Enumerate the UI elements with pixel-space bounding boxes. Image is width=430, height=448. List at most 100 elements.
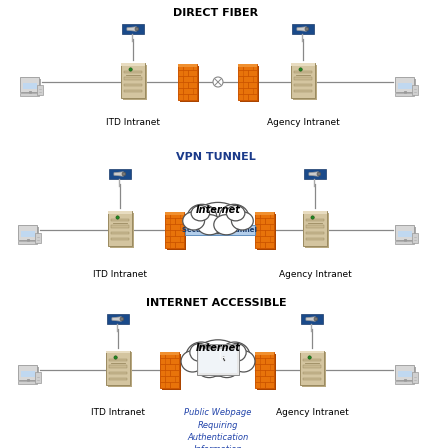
FancyBboxPatch shape <box>165 212 184 248</box>
Text: Agency Intranet: Agency Intranet <box>266 118 338 127</box>
FancyBboxPatch shape <box>121 63 144 65</box>
FancyBboxPatch shape <box>302 371 320 374</box>
Polygon shape <box>220 352 225 362</box>
FancyBboxPatch shape <box>123 90 142 92</box>
Bar <box>109 169 131 179</box>
FancyBboxPatch shape <box>302 211 326 214</box>
FancyBboxPatch shape <box>411 85 418 95</box>
Ellipse shape <box>226 344 246 362</box>
FancyBboxPatch shape <box>123 84 142 86</box>
FancyBboxPatch shape <box>18 225 37 240</box>
FancyBboxPatch shape <box>395 78 414 92</box>
FancyBboxPatch shape <box>255 212 274 215</box>
FancyBboxPatch shape <box>23 83 37 89</box>
Ellipse shape <box>181 351 203 372</box>
FancyBboxPatch shape <box>165 212 184 215</box>
Ellipse shape <box>213 215 239 235</box>
Circle shape <box>122 172 126 176</box>
Circle shape <box>116 216 119 219</box>
Text: INTERNET ACCESSIBLE: INTERNET ACCESSIBLE <box>145 298 286 308</box>
FancyBboxPatch shape <box>108 211 132 214</box>
FancyBboxPatch shape <box>397 231 411 237</box>
Bar <box>300 314 322 324</box>
FancyBboxPatch shape <box>257 214 276 250</box>
Ellipse shape <box>187 204 216 229</box>
Polygon shape <box>308 172 318 176</box>
FancyBboxPatch shape <box>111 238 129 240</box>
FancyBboxPatch shape <box>106 350 130 385</box>
Text: Agency Intranet: Agency Intranet <box>275 408 347 417</box>
Circle shape <box>198 345 201 349</box>
Ellipse shape <box>226 206 244 221</box>
FancyBboxPatch shape <box>302 365 320 368</box>
FancyBboxPatch shape <box>396 227 415 241</box>
Bar <box>122 24 144 34</box>
FancyBboxPatch shape <box>37 85 43 95</box>
FancyBboxPatch shape <box>397 371 411 377</box>
Ellipse shape <box>185 342 216 371</box>
FancyBboxPatch shape <box>257 354 276 390</box>
FancyBboxPatch shape <box>305 219 323 221</box>
FancyBboxPatch shape <box>290 63 314 65</box>
FancyBboxPatch shape <box>123 65 147 99</box>
FancyBboxPatch shape <box>293 71 311 73</box>
FancyBboxPatch shape <box>293 77 311 80</box>
FancyBboxPatch shape <box>301 353 325 388</box>
Polygon shape <box>126 27 136 31</box>
FancyBboxPatch shape <box>304 212 328 247</box>
Ellipse shape <box>213 354 240 378</box>
FancyBboxPatch shape <box>395 381 414 383</box>
FancyBboxPatch shape <box>21 78 40 92</box>
Text: VPN TUNNEL: VPN TUNNEL <box>176 152 255 162</box>
FancyBboxPatch shape <box>396 367 415 381</box>
FancyBboxPatch shape <box>178 64 197 67</box>
Ellipse shape <box>219 342 249 371</box>
FancyBboxPatch shape <box>411 372 418 383</box>
FancyBboxPatch shape <box>111 232 129 234</box>
Ellipse shape <box>196 354 222 378</box>
Ellipse shape <box>189 344 209 362</box>
FancyBboxPatch shape <box>197 344 238 375</box>
FancyBboxPatch shape <box>396 79 415 93</box>
FancyBboxPatch shape <box>290 63 314 98</box>
Bar <box>291 24 313 34</box>
FancyBboxPatch shape <box>292 65 316 99</box>
Text: Internet: Internet <box>195 205 240 215</box>
FancyBboxPatch shape <box>178 64 197 100</box>
Circle shape <box>313 317 317 321</box>
FancyBboxPatch shape <box>108 211 132 246</box>
FancyBboxPatch shape <box>109 378 127 380</box>
FancyBboxPatch shape <box>21 231 35 237</box>
Circle shape <box>304 27 308 31</box>
Text: Agency Intranet: Agency Intranet <box>278 270 350 279</box>
Text: ITD Intranet: ITD Intranet <box>106 118 160 127</box>
Polygon shape <box>296 27 306 31</box>
FancyBboxPatch shape <box>111 225 129 228</box>
Ellipse shape <box>231 212 253 230</box>
FancyBboxPatch shape <box>111 219 129 221</box>
Ellipse shape <box>219 204 248 229</box>
FancyBboxPatch shape <box>395 241 414 244</box>
FancyBboxPatch shape <box>18 381 37 383</box>
Bar <box>107 314 129 324</box>
FancyBboxPatch shape <box>18 366 37 380</box>
Circle shape <box>310 216 313 219</box>
FancyBboxPatch shape <box>180 66 199 102</box>
FancyBboxPatch shape <box>397 83 411 89</box>
Circle shape <box>307 356 310 359</box>
FancyBboxPatch shape <box>18 241 37 244</box>
FancyBboxPatch shape <box>293 84 311 86</box>
Text: ITD Intranet: ITD Intranet <box>91 408 144 417</box>
Circle shape <box>203 345 206 349</box>
Ellipse shape <box>197 215 222 235</box>
FancyBboxPatch shape <box>109 365 127 368</box>
Ellipse shape <box>182 212 204 230</box>
FancyBboxPatch shape <box>395 366 414 380</box>
Circle shape <box>129 68 132 71</box>
FancyBboxPatch shape <box>184 225 255 235</box>
FancyBboxPatch shape <box>299 350 323 353</box>
Polygon shape <box>112 317 121 321</box>
FancyBboxPatch shape <box>305 225 323 228</box>
FancyBboxPatch shape <box>197 344 238 350</box>
FancyBboxPatch shape <box>305 232 323 234</box>
